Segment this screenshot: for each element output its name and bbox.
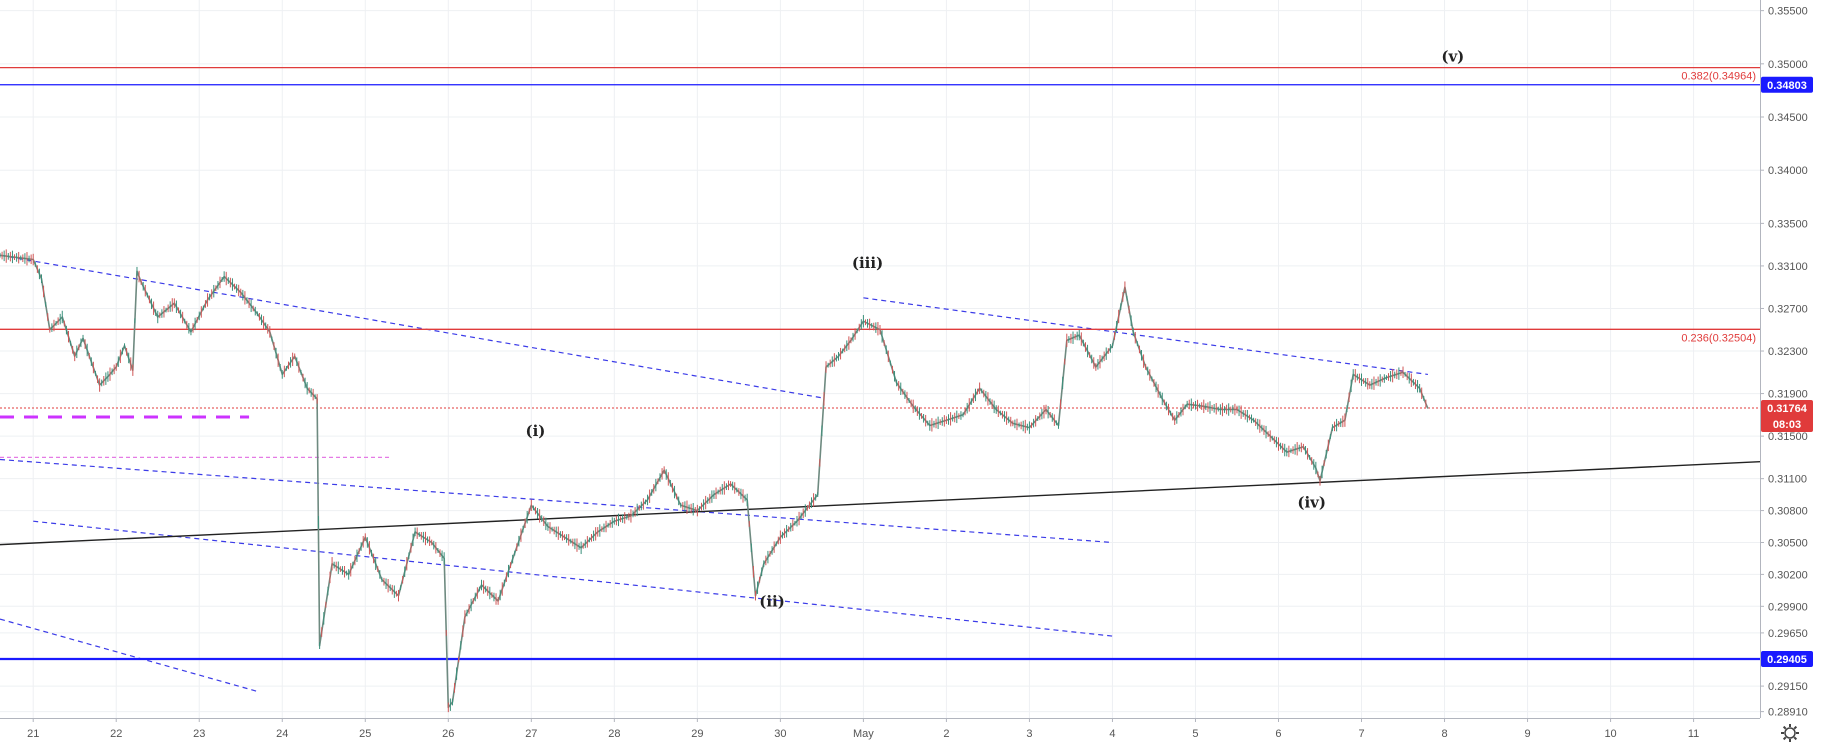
trend-line-mid-channel[interactable] — [0, 458, 1113, 544]
price-tick-label: 0.33500 — [1768, 218, 1808, 230]
time-tick-label: 8 — [1441, 728, 1447, 740]
price-tick-label: 0.31900 — [1768, 389, 1808, 401]
wave-label: (i) — [526, 422, 546, 440]
time-tick-label: 27 — [525, 728, 537, 740]
time-tick-label: 21 — [27, 728, 39, 740]
price-tick-label: 0.29150 — [1768, 681, 1808, 693]
time-tick-label: 10 — [1604, 728, 1616, 740]
price-tick-label: 0.30500 — [1768, 537, 1808, 549]
time-tick-label: 29 — [691, 728, 703, 740]
price-tick-label: 0.35500 — [1768, 6, 1808, 18]
price-tick-label: 0.31100 — [1768, 474, 1807, 486]
price-axis-bg — [1760, 0, 1821, 749]
price-tick-label: 0.34500 — [1768, 112, 1808, 124]
time-tick-label: 22 — [110, 728, 122, 740]
trend-line-upper-channel-short[interactable] — [863, 297, 1429, 376]
price-tick-label: 0.30200 — [1768, 569, 1808, 581]
trend-line-lower-channel[interactable] — [33, 520, 1113, 637]
current-price-text: 0.31764 — [1767, 403, 1808, 415]
gear-icon[interactable] — [1781, 724, 1799, 742]
price-tick-label: 0.30800 — [1768, 506, 1808, 518]
time-tick-label: 28 — [608, 728, 620, 740]
wave-label: (ii) — [759, 592, 785, 610]
time-axis-bg — [0, 718, 1760, 749]
time-axis[interactable]: 21 22 23 24 25 26 27 28 29 30 May 2 3 4 5 6 7 8 9 10 11 — [0, 718, 1799, 749]
grid — [0, 0, 1760, 718]
wave-label: (v) — [1441, 48, 1464, 66]
price-label-box — [1761, 76, 1813, 93]
time-tick-label: 30 — [774, 728, 786, 740]
drawing-layer[interactable]: 0.382(0.34964) 0.236(0.32504) — [0, 67, 1761, 692]
time-tick-label: 5 — [1192, 728, 1198, 740]
time-tick-label: 6 — [1275, 728, 1281, 740]
price-label-resistance-blue-upper: 0.34803 — [1761, 76, 1813, 93]
time-tick-label: 7 — [1358, 728, 1364, 740]
price-tick-label: 0.28910 — [1768, 707, 1808, 719]
time-tick-label: 25 — [359, 728, 371, 740]
time-tick-label: 2 — [943, 728, 949, 740]
current-price-label: 0.31764 08:03 — [1761, 400, 1813, 433]
price-tick-label: 0.29900 — [1768, 601, 1808, 613]
time-tick-label: 23 — [193, 728, 205, 740]
fib-label-fib-0236: 0.236(0.32504) — [1681, 332, 1756, 344]
price-tick-label: 0.33100 — [1768, 261, 1808, 273]
countdown-text: 08:03 — [1773, 419, 1801, 431]
current-price-box — [1761, 400, 1813, 433]
price-tick-label: 0.34000 — [1768, 165, 1808, 177]
price-tick-label: 0.35000 — [1768, 59, 1808, 71]
price-label-text: 0.34803 — [1767, 80, 1807, 92]
time-tick-label: 11 — [1688, 728, 1699, 740]
time-tick-label: 26 — [442, 728, 454, 740]
price-series — [0, 249, 1429, 713]
trend-line-support-black[interactable] — [0, 460, 1761, 546]
time-tick-label: 4 — [1109, 728, 1115, 740]
wave-label: (iii) — [852, 254, 883, 272]
time-tick-label: 24 — [276, 728, 288, 740]
fib-label-fib-0382: 0.382(0.34964) — [1681, 71, 1756, 83]
time-tick-label: May — [853, 728, 874, 740]
price-label-support-blue-lower: 0.29405 — [1761, 650, 1813, 667]
price-tick-label: 0.32300 — [1768, 346, 1808, 358]
price-tick-label: 0.32700 — [1768, 303, 1808, 315]
price-label-text: 0.29405 — [1767, 654, 1807, 666]
wave-label: (iv) — [1297, 493, 1326, 511]
price-label-box — [1761, 650, 1813, 667]
price-tick-label: 0.31500 — [1768, 431, 1808, 443]
wave-labels: (i) (ii) (iii) (iv) (v) — [526, 48, 1465, 611]
time-tick-label: 9 — [1524, 728, 1530, 740]
time-tick-label: 3 — [1026, 728, 1032, 740]
price-axis[interactable]: 0.35500 0.35000 0.34500 0.34000 0.33500 0.331… — [1760, 0, 1813, 719]
price-tick-label: 0.29650 — [1768, 628, 1808, 640]
